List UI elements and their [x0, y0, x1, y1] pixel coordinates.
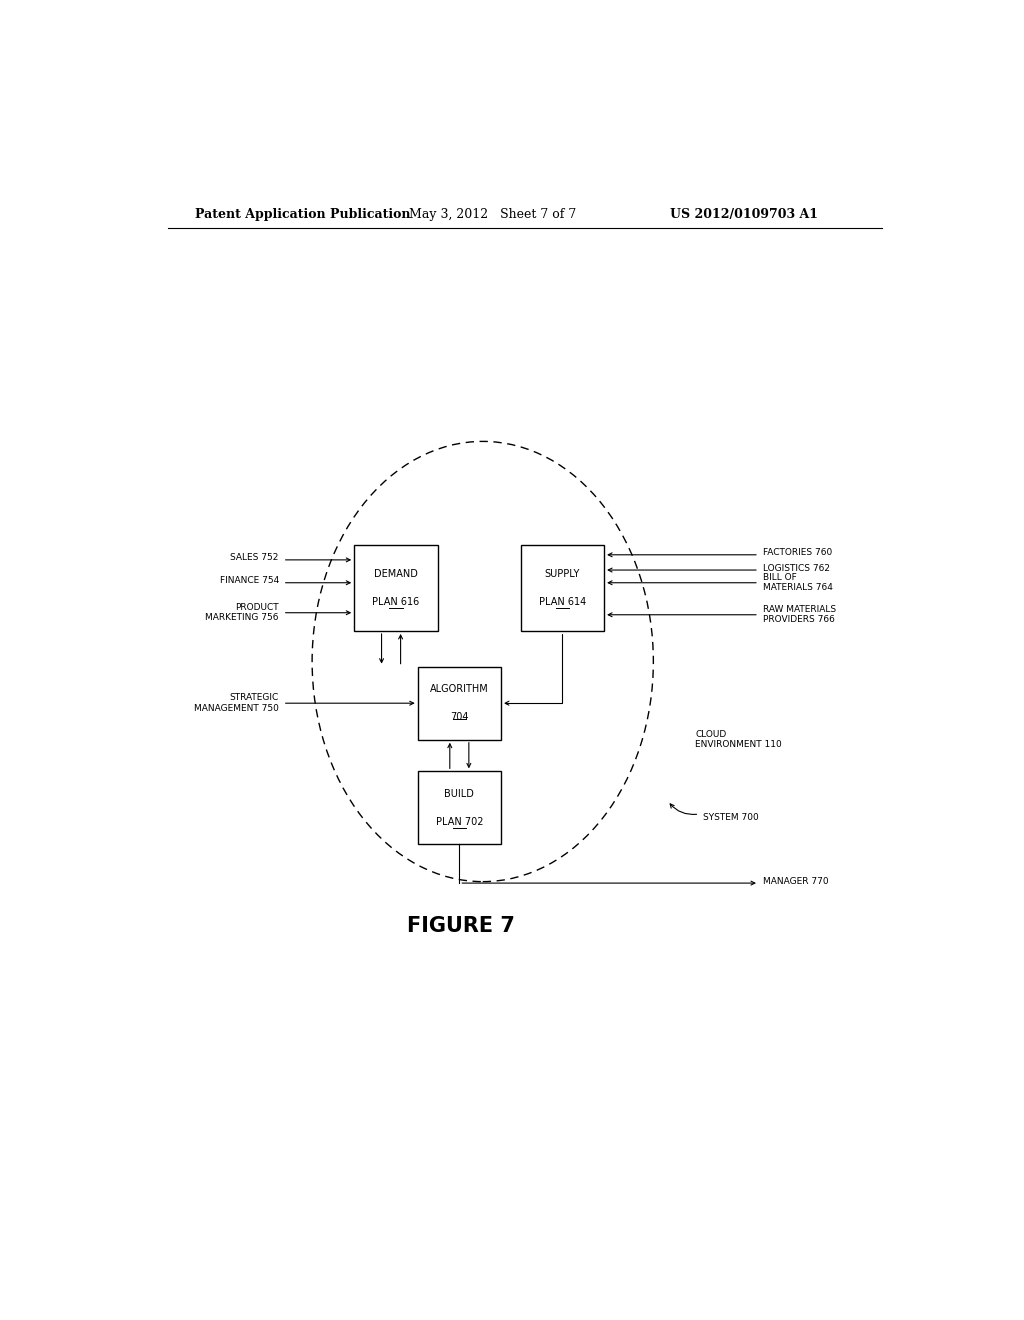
Text: ALGORITHM: ALGORITHM	[430, 684, 488, 694]
Bar	[354, 545, 437, 631]
Text: PRODUCT
MARKETING 756: PRODUCT MARKETING 756	[205, 603, 279, 623]
Text: SUPPLY: SUPPLY	[545, 569, 581, 578]
Text: FACTORIES 760: FACTORIES 760	[763, 548, 833, 557]
Bar	[418, 667, 501, 739]
Text: MANAGER 770: MANAGER 770	[763, 876, 828, 886]
Text: Patent Application Publication: Patent Application Publication	[196, 207, 411, 220]
Bar	[521, 545, 604, 631]
Text: RAW MATERIALS
PROVIDERS 766: RAW MATERIALS PROVIDERS 766	[763, 605, 836, 624]
Text: STRATEGIC
MANAGEMENT 750: STRATEGIC MANAGEMENT 750	[194, 693, 279, 713]
Text: PLAN 614: PLAN 614	[539, 597, 586, 607]
Text: SALES 752: SALES 752	[230, 553, 279, 562]
Text: PLAN 616: PLAN 616	[372, 597, 420, 607]
Text: DEMAND: DEMAND	[374, 569, 418, 578]
Text: May 3, 2012   Sheet 7 of 7: May 3, 2012 Sheet 7 of 7	[410, 207, 577, 220]
Text: 704: 704	[451, 713, 469, 722]
Text: CLOUD
ENVIRONMENT 110: CLOUD ENVIRONMENT 110	[695, 730, 782, 750]
Text: BILL OF
MATERIALS 764: BILL OF MATERIALS 764	[763, 573, 833, 593]
Text: BUILD: BUILD	[444, 788, 474, 799]
Bar	[418, 771, 501, 845]
Text: FINANCE 754: FINANCE 754	[219, 577, 279, 585]
Text: US 2012/0109703 A1: US 2012/0109703 A1	[671, 207, 818, 220]
Text: FIGURE 7: FIGURE 7	[408, 916, 515, 936]
Text: PLAN 702: PLAN 702	[435, 817, 483, 828]
Text: SYSTEM 700: SYSTEM 700	[703, 813, 759, 821]
Text: LOGISTICS 762: LOGISTICS 762	[763, 564, 829, 573]
